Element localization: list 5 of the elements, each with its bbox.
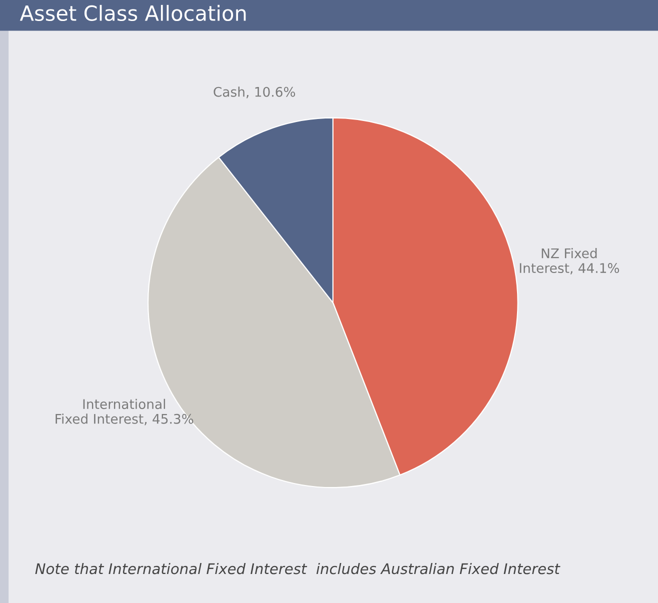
text: Note that International Fixed Interest includes Australian Fixed Interest: [35, 562, 560, 574]
slice-label: Cash, 10.6%: [214, 86, 296, 98]
slice-label: International Fixed Interest, 45.3%: [56, 398, 194, 426]
chart-title: Asset Class Allocation: [20, 4, 246, 22]
slice-label: NZ Fixed Interest, 44.1%: [520, 248, 620, 274]
